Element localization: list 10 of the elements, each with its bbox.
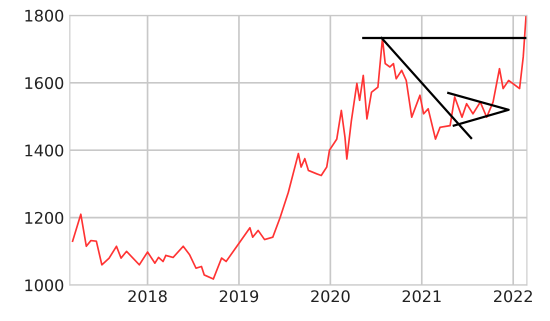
x-tick-label: 2019	[220, 290, 258, 302]
y-tick-label: 1200	[25, 212, 64, 224]
x-tick-label: 2018	[128, 290, 167, 302]
y-tick-label: 1000	[25, 279, 64, 292]
x-tick-label: 2022	[494, 290, 532, 302]
y-tick-label: 1600	[25, 77, 64, 90]
y-tick-label: 1800	[25, 10, 64, 22]
x-tick-label: 2021	[402, 290, 441, 302]
x-tick-label: 2020	[311, 290, 350, 302]
y-tick-label: 1400	[25, 144, 64, 157]
